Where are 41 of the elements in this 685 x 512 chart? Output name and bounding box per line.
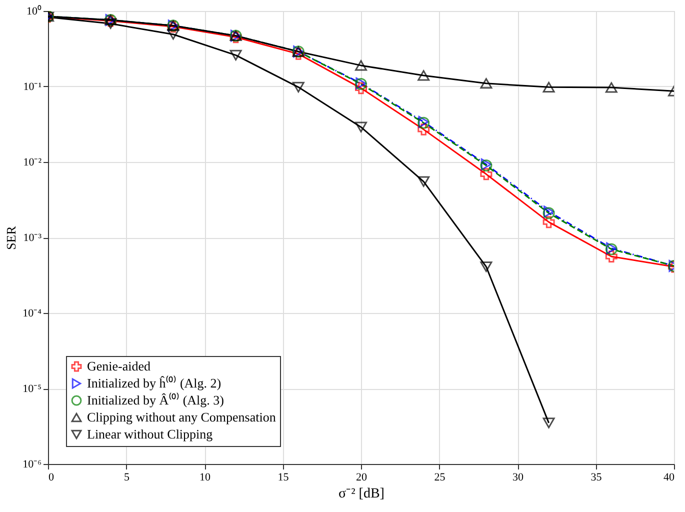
y-tick-label: 10⁻³: [23, 232, 42, 244]
point: [542, 216, 555, 228]
point: [355, 122, 367, 132]
y-tick-label: 10⁻⁵: [22, 383, 42, 395]
legend-label: Linear without Clipping: [87, 426, 214, 442]
x-tick-label: 25: [434, 472, 446, 484]
point: [418, 70, 430, 81]
point: [542, 82, 555, 92]
y-tick-label: 10⁻²: [23, 156, 42, 168]
x-tick-label: 15: [278, 472, 290, 484]
point: [355, 60, 367, 71]
point: [480, 261, 492, 272]
y-tick-label: 10⁰: [26, 4, 42, 18]
point: [605, 250, 618, 263]
x-tick-label: 10: [200, 472, 211, 484]
x-tick-label: 0: [48, 472, 54, 484]
point: [292, 82, 304, 92]
x-axis-title: σ⁻² [dB]: [338, 486, 384, 502]
point: [418, 176, 430, 187]
point: [542, 418, 555, 428]
point: [605, 82, 618, 93]
point: [480, 168, 492, 180]
legend-label: Genie-aided: [87, 358, 152, 374]
point: [418, 123, 430, 136]
point: [167, 29, 180, 40]
point: [230, 50, 242, 60]
point: [480, 78, 492, 89]
y-axis-title: SER: [4, 226, 19, 250]
point: [104, 18, 117, 29]
legend-label: Initialized by Â⁽⁰⁾ (Alg. 3): [87, 392, 224, 408]
legend-label: Initialized by ĥ⁽⁰⁾ (Alg. 2): [87, 376, 222, 390]
x-tick-label: 5: [124, 472, 130, 484]
y-tick-label: 10⁻⁶: [22, 458, 42, 470]
x-tick-label: 40: [664, 472, 675, 484]
y-tick-label: 10⁻¹: [23, 81, 42, 93]
x-tick-label: 35: [590, 472, 602, 484]
legend-label: Clipping without any Compensation: [87, 410, 276, 424]
x-tick-label: 20: [356, 472, 368, 484]
y-tick-label: 10⁻⁴: [22, 308, 42, 320]
point: [355, 82, 367, 94]
x-tick-label: 30: [512, 472, 524, 484]
